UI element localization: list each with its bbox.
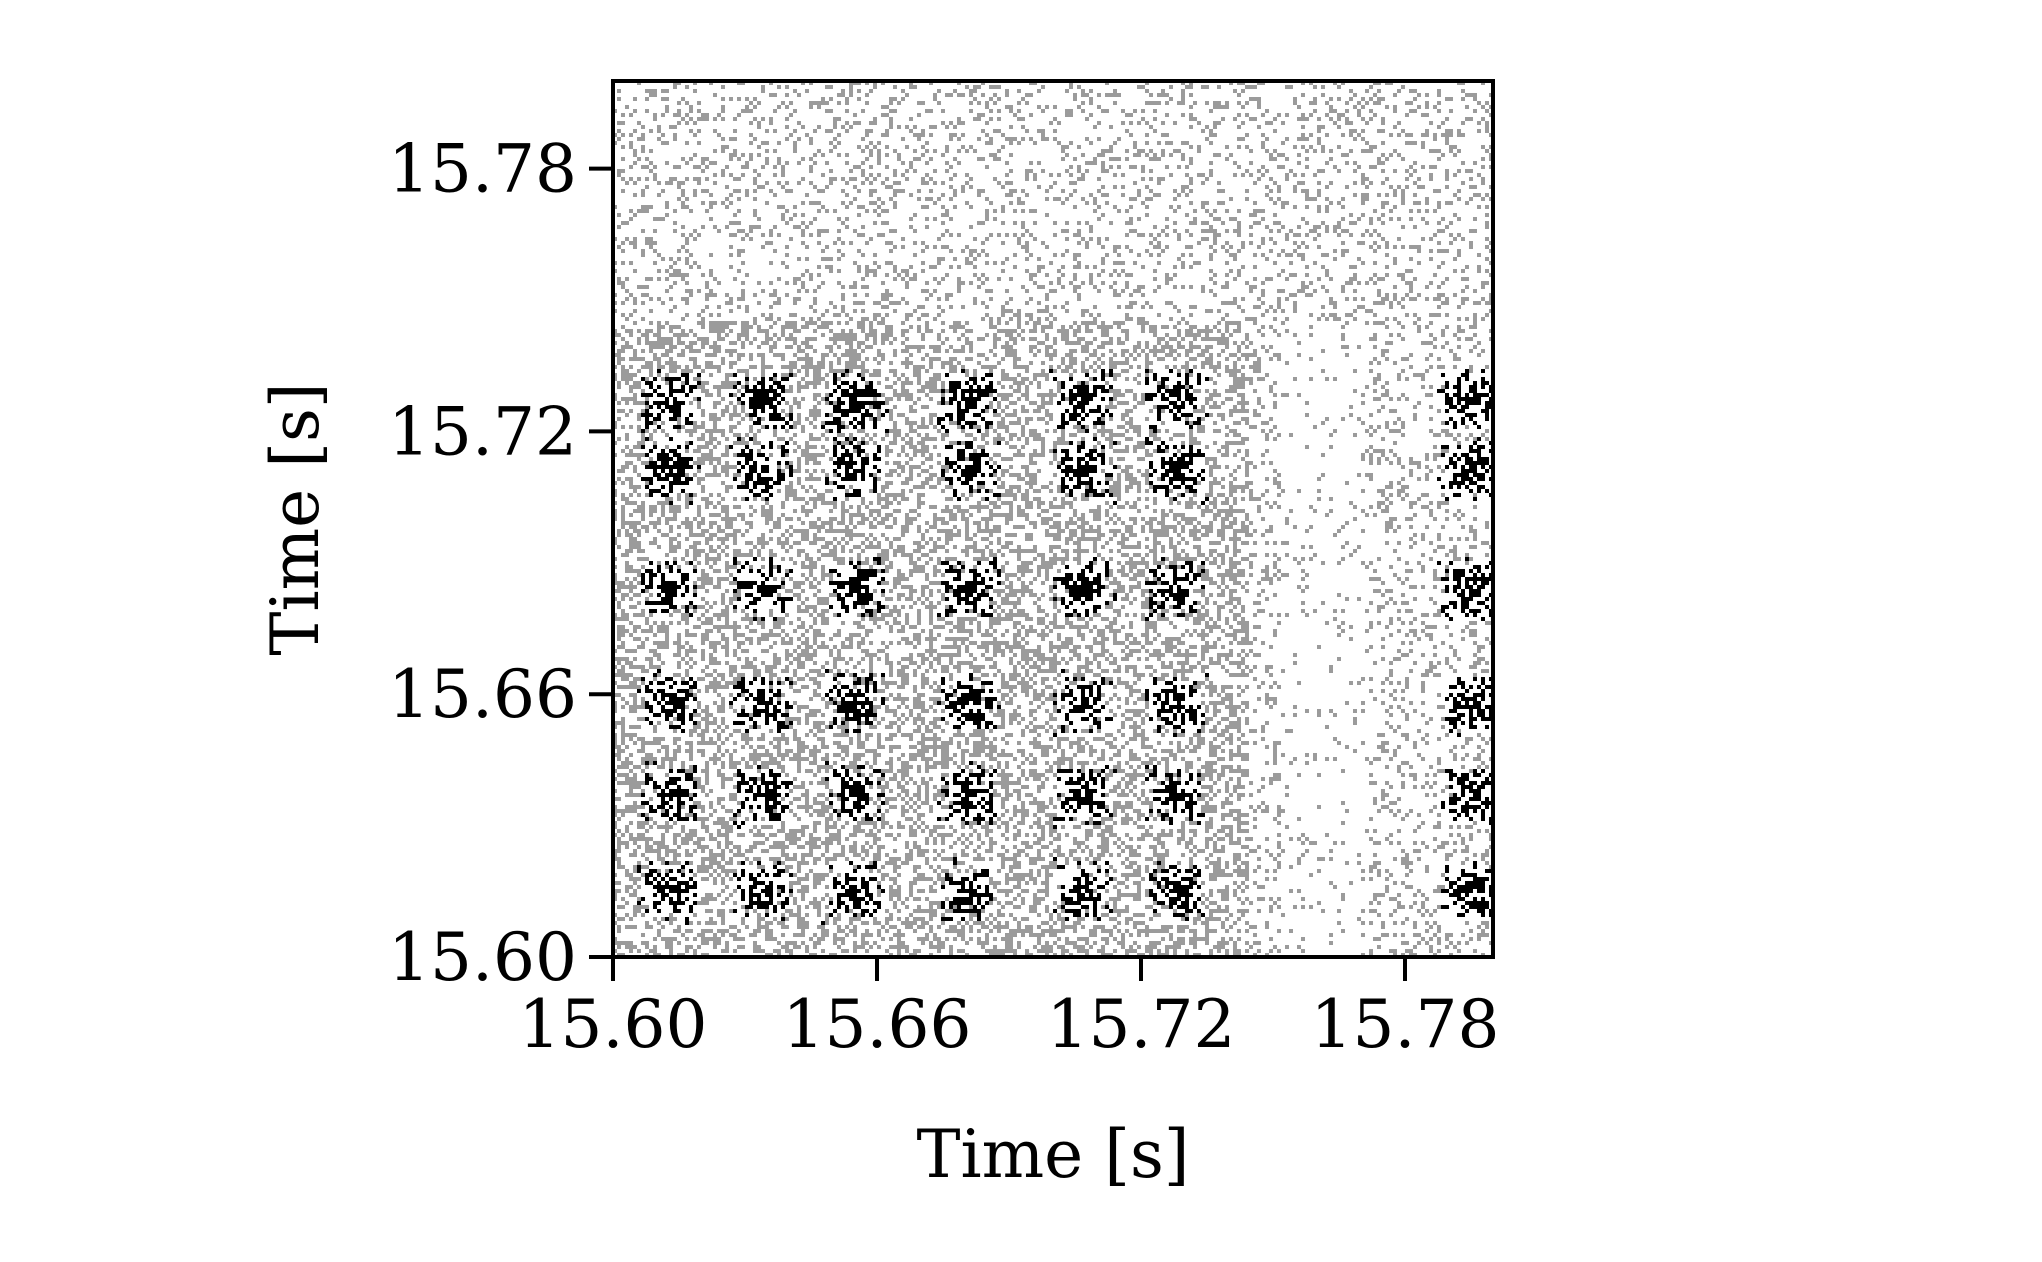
y-tick-label: 15.78 — [388, 131, 577, 208]
y-tick-label: 15.66 — [388, 656, 577, 733]
x-tick-label: 15.78 — [1311, 986, 1500, 1063]
x-tick-label: 15.72 — [1047, 986, 1236, 1063]
x-axis: 15.60 15.66 15.72 15.78 — [519, 957, 1500, 1063]
y-tick-label: 15.60 — [388, 919, 577, 996]
y-axis: 15.60 15.66 15.72 15.78 — [388, 131, 613, 996]
x-tick-label: 15.60 — [519, 986, 708, 1063]
y-axis-label: Time [s] — [257, 382, 334, 655]
x-tick-label: 15.66 — [783, 986, 972, 1063]
recurrence-matrix — [613, 81, 1493, 957]
plot-area — [613, 81, 1493, 957]
plot-frame — [611, 79, 1495, 959]
x-axis-label: Time [s] — [916, 1116, 1189, 1193]
y-tick-label: 15.72 — [388, 393, 577, 470]
